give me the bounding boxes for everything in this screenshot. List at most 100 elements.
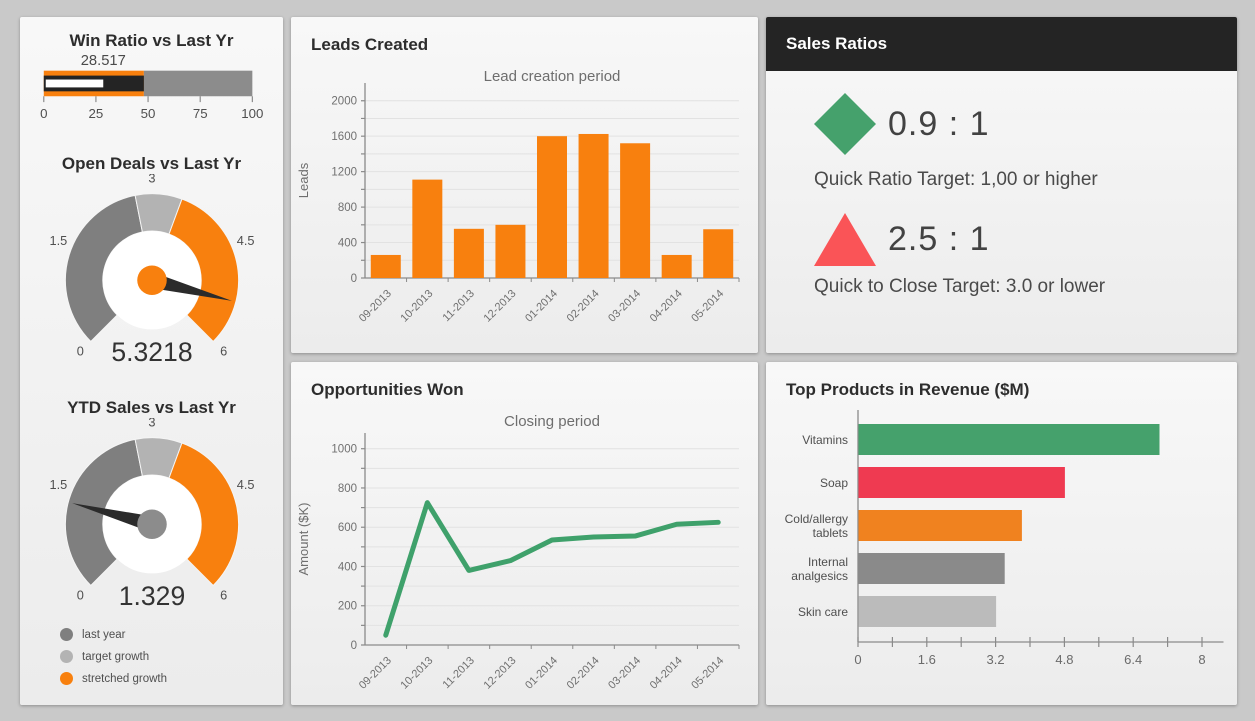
svg-text:75: 75 bbox=[192, 106, 207, 121]
svg-text:03-2014: 03-2014 bbox=[606, 288, 643, 325]
svg-text:8: 8 bbox=[1198, 652, 1205, 667]
leads-bar-chart: 0 400 800 1200 1600 2000 Lead creation period L… bbox=[296, 68, 740, 325]
svg-text:Lead creation period: Lead creation period bbox=[484, 68, 621, 85]
svg-text:10-2013: 10-2013 bbox=[398, 288, 435, 325]
quick-ratio-value: 0.9 : 1 bbox=[888, 104, 990, 143]
svg-text:3: 3 bbox=[148, 418, 155, 429]
svg-text:01-2014: 01-2014 bbox=[523, 655, 560, 692]
open-deals-title: Open Deals vs Last Yr bbox=[61, 153, 242, 173]
open-deals-gauge-chart: 0 1.5 3 4.5 6 5.3218 bbox=[49, 174, 254, 367]
svg-text:Closing period: Closing period bbox=[504, 413, 600, 430]
quick-to-close-row: 2.5 : 1 bbox=[814, 213, 1207, 266]
svg-text:5.3218: 5.3218 bbox=[111, 337, 192, 367]
legend-item-stretched-growth: stretched growth bbox=[60, 672, 168, 686]
legend-label: last year bbox=[82, 628, 126, 641]
triangle-icon bbox=[814, 213, 876, 266]
svg-text:05-2014: 05-2014 bbox=[689, 288, 726, 325]
svg-text:6: 6 bbox=[220, 343, 227, 358]
svg-text:Skin care: Skin care bbox=[798, 605, 848, 619]
svg-text:50: 50 bbox=[140, 106, 155, 121]
svg-text:1.5: 1.5 bbox=[49, 477, 67, 492]
win-ratio-bullet-chart: 28.517 0 25 50 75 100 bbox=[40, 53, 263, 121]
legend-color-dot bbox=[60, 628, 73, 642]
svg-text:4.8: 4.8 bbox=[1055, 652, 1073, 667]
panel-leads-created: Leads Created 0 400 800 1200 1600 2000 Lead cr… bbox=[291, 17, 758, 353]
svg-text:800: 800 bbox=[338, 202, 357, 214]
svg-text:02-2014: 02-2014 bbox=[565, 288, 602, 325]
svg-text:0: 0 bbox=[76, 588, 83, 603]
svg-text:1600: 1600 bbox=[331, 131, 357, 143]
quick-to-close-value: 2.5 : 1 bbox=[888, 220, 990, 258]
svg-text:1.329: 1.329 bbox=[118, 581, 184, 611]
svg-text:Leads: Leads bbox=[296, 162, 311, 198]
svg-text:12-2013: 12-2013 bbox=[482, 288, 519, 325]
diamond-icon bbox=[814, 93, 876, 155]
svg-text:0: 0 bbox=[854, 652, 861, 667]
svg-text:05-2014: 05-2014 bbox=[689, 655, 726, 692]
svg-text:400: 400 bbox=[338, 561, 357, 573]
legend-item-last-year: last year bbox=[60, 628, 167, 642]
svg-text:04-2014: 04-2014 bbox=[648, 655, 685, 692]
sales-ratios-body: 0.9 : 1 Quick Ratio Target: 1,00 or high… bbox=[766, 93, 1237, 298]
svg-text:Cold/allergy: Cold/allergy bbox=[785, 512, 848, 526]
svg-text:1.5: 1.5 bbox=[49, 232, 67, 247]
svg-text:4.5: 4.5 bbox=[236, 232, 254, 247]
panel-sales-ratios: Sales Ratios 0.9 : 1 Quick Ratio Target:… bbox=[766, 17, 1237, 353]
svg-text:400: 400 bbox=[338, 238, 357, 250]
svg-text:6.4: 6.4 bbox=[1124, 652, 1142, 667]
svg-text:04-2014: 04-2014 bbox=[648, 288, 685, 325]
svg-text:tablets: tablets bbox=[813, 526, 848, 540]
ytd-sales-title: YTD Sales vs Last Yr bbox=[67, 398, 236, 418]
panel-top-products: Top Products in Revenue ($M) Vitamins Soa… bbox=[766, 362, 1237, 705]
svg-text:12-2013: 12-2013 bbox=[482, 655, 519, 692]
svg-text:analgesics: analgesics bbox=[791, 569, 848, 583]
svg-text:1000: 1000 bbox=[331, 444, 357, 456]
opportunities-line-chart: 0 200 400 600 800 1000 Closing period Amount ($… bbox=[296, 413, 740, 692]
svg-text:6: 6 bbox=[220, 588, 227, 603]
svg-text:0: 0 bbox=[40, 106, 47, 121]
legend-label: stretched growth bbox=[82, 672, 168, 685]
svg-text:2000: 2000 bbox=[331, 96, 357, 108]
svg-text:3.2: 3.2 bbox=[987, 652, 1005, 667]
legend-color-dot bbox=[60, 650, 73, 664]
svg-text:4.5: 4.5 bbox=[236, 477, 254, 492]
svg-text:28.517: 28.517 bbox=[80, 53, 125, 69]
svg-text:Vitamins: Vitamins bbox=[802, 433, 848, 447]
svg-text:09-2013: 09-2013 bbox=[357, 288, 394, 325]
svg-text:02-2014: 02-2014 bbox=[565, 655, 602, 692]
legend-item-target-growth: target growth bbox=[60, 650, 167, 664]
panel-kpis: Win Ratio vs Last Yr 28.517 0 25 50 75 100 Op… bbox=[20, 17, 283, 705]
svg-text:0: 0 bbox=[76, 343, 83, 358]
win-ratio-title: Win Ratio vs Last Yr bbox=[69, 31, 234, 50]
sales-ratios-header: Sales Ratios bbox=[766, 17, 1237, 71]
svg-text:11-2013: 11-2013 bbox=[441, 288, 477, 324]
svg-text:01-2014: 01-2014 bbox=[523, 288, 560, 325]
quick-ratio-row: 0.9 : 1 bbox=[814, 93, 1207, 155]
leads-created-title: Leads Created bbox=[311, 35, 429, 54]
legend-color-dot bbox=[60, 672, 73, 686]
svg-text:200: 200 bbox=[338, 601, 357, 613]
quick-ratio-caption: Quick Ratio Target: 1,00 or higher bbox=[814, 169, 1098, 190]
ytd-sales-gauge-chart: 0 1.5 3 4.5 6 1.329 bbox=[49, 418, 254, 611]
svg-text:03-2014: 03-2014 bbox=[606, 655, 643, 692]
legend-label: target growth bbox=[82, 650, 150, 663]
svg-text:10-2013: 10-2013 bbox=[398, 655, 435, 692]
svg-text:25: 25 bbox=[88, 106, 103, 121]
svg-text:1200: 1200 bbox=[331, 167, 357, 179]
sales-ratios-title: Sales Ratios bbox=[786, 34, 888, 53]
svg-text:3: 3 bbox=[148, 174, 155, 185]
panel-opportunities-won: Opportunities Won 0 200 400 600 800 1000 Closi… bbox=[291, 362, 758, 705]
svg-text:Amount ($K): Amount ($K) bbox=[296, 503, 311, 576]
svg-text:0: 0 bbox=[351, 640, 357, 652]
opportunities-won-title: Opportunities Won bbox=[311, 380, 464, 399]
svg-text:600: 600 bbox=[338, 522, 357, 534]
svg-text:100: 100 bbox=[241, 106, 263, 121]
svg-text:Internal: Internal bbox=[808, 555, 848, 569]
svg-text:1.6: 1.6 bbox=[918, 652, 936, 667]
svg-text:09-2013: 09-2013 bbox=[357, 655, 394, 692]
gauge-legend: last year target growth stretched growth bbox=[60, 619, 168, 686]
quick-to-close-caption: Quick to Close Target: 3.0 or lower bbox=[814, 276, 1106, 297]
svg-text:800: 800 bbox=[338, 483, 357, 495]
